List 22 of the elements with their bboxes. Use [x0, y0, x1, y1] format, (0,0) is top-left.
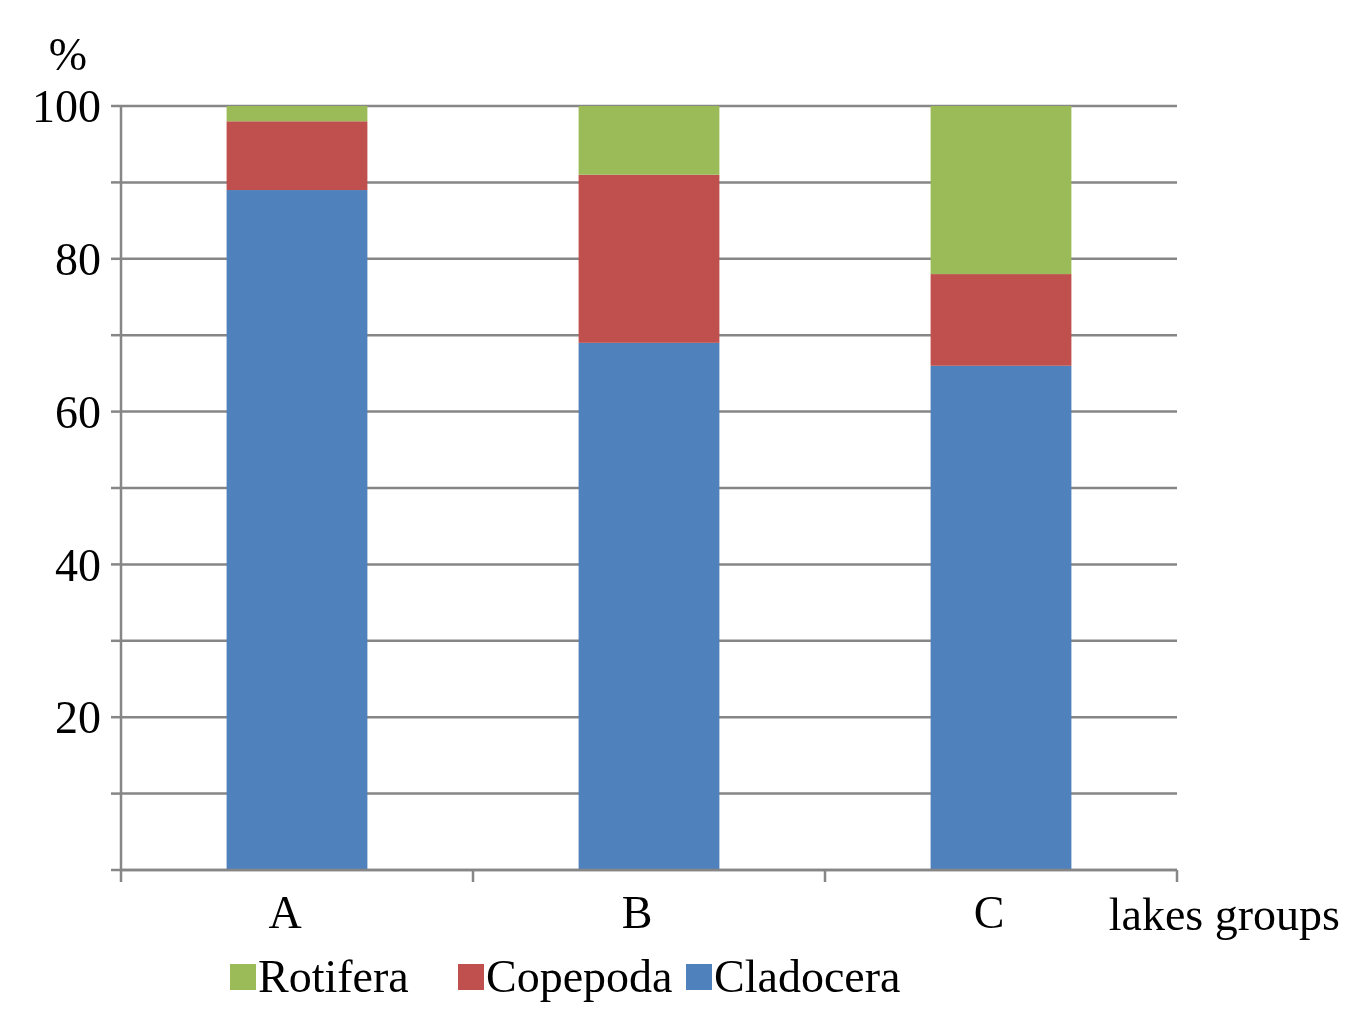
bar [226, 106, 368, 122]
bar [578, 342, 720, 870]
x-tick-label: C [973, 887, 1005, 938]
x-tick-label: A [268, 887, 302, 938]
legend-label: Cladocera [714, 951, 901, 1002]
bar [930, 274, 1072, 366]
bar [578, 106, 720, 175]
y-axis-title: % [48, 29, 88, 80]
bar [226, 121, 368, 191]
y-tick-label: 60 [55, 386, 101, 438]
y-tick-label: 100 [32, 81, 101, 133]
legend-label: Copepoda [486, 951, 673, 1002]
bar [226, 190, 368, 870]
legend-label: Rotifera [258, 951, 409, 1002]
bar [578, 174, 720, 343]
bar [930, 106, 1072, 275]
bar [930, 365, 1072, 870]
x-axis-title: lakes groups [1108, 889, 1340, 940]
y-tick-label: 20 [55, 692, 101, 744]
y-tick-label: 40 [55, 539, 101, 591]
x-tick-label: B [621, 887, 653, 938]
y-tick-label: 80 [55, 233, 101, 285]
